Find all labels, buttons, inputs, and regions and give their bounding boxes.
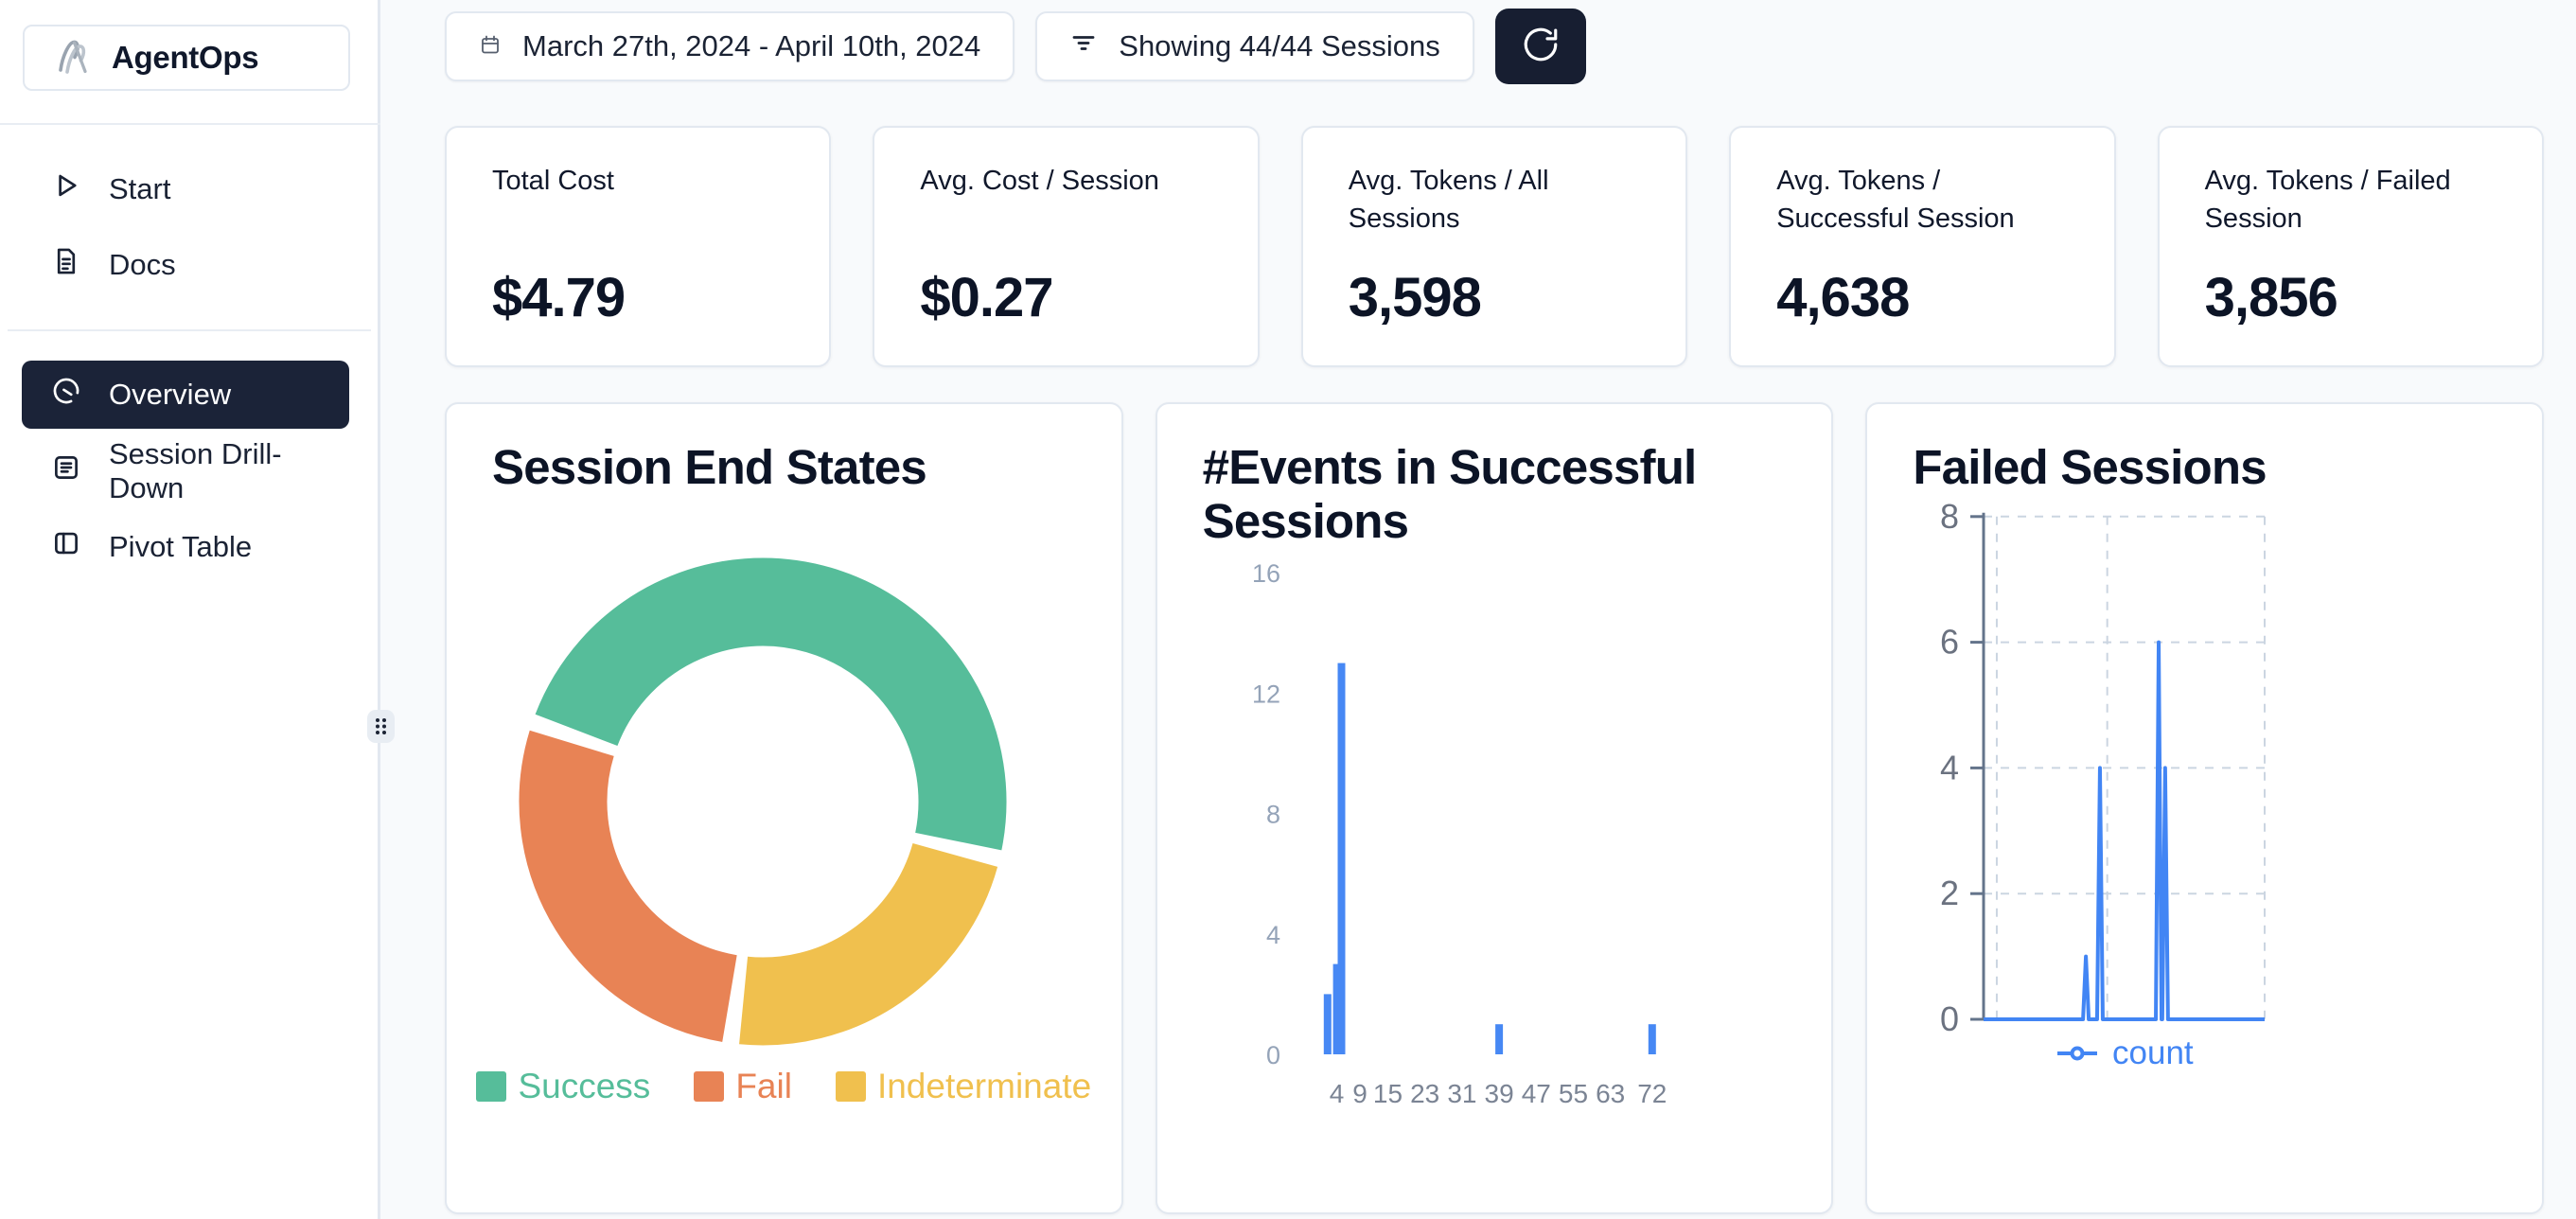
stat-card-total-cost: Total Cost $4.79 (445, 126, 831, 367)
legend-label: count (2112, 1034, 2194, 1072)
play-icon (50, 169, 82, 209)
logo[interactable]: AgentOps (23, 25, 350, 91)
sidebar-item-label: Pivot Table (109, 530, 252, 564)
y-tick-label: 6 (1940, 623, 1959, 662)
sidebar-divider-1 (0, 123, 380, 125)
sidebar-item-session-drilldown[interactable]: Session Drill-Down (22, 437, 349, 505)
y-tick-label: 0 (1266, 1041, 1280, 1069)
histogram-bar[interactable] (1495, 1024, 1503, 1054)
calendar-icon (479, 29, 502, 63)
y-tick-label: 4 (1940, 748, 1959, 786)
x-tick-label: 23 (1410, 1079, 1439, 1108)
x-tick-label: 63 (1596, 1079, 1625, 1108)
donut-legend: Success Fail Indeterminate (447, 1067, 1121, 1106)
stat-card-avg-cost: Avg. Cost / Session $0.27 (873, 126, 1259, 367)
donut-slice-success[interactable] (576, 602, 962, 841)
sidebar-item-label: Session Drill-Down (109, 437, 349, 505)
x-tick-label: 31 (1447, 1079, 1476, 1108)
session-drilldown-icon (50, 451, 82, 491)
legend-item-indeterminate[interactable]: Indeterminate (836, 1067, 1091, 1106)
y-tick-label: 2 (1940, 874, 1959, 912)
legend-swatch-icon (836, 1071, 866, 1102)
sidebar-item-start[interactable]: Start (22, 155, 349, 223)
sidebar-item-label: Overview (109, 378, 231, 412)
histogram-bar[interactable] (1648, 1024, 1655, 1054)
legend-label: Fail (735, 1067, 792, 1106)
x-tick-label: 47 (1521, 1079, 1550, 1108)
count-series-line[interactable] (1984, 643, 2265, 1019)
stat-value: 4,638 (1776, 266, 2075, 329)
line-chart-legend-count[interactable]: count (1984, 1034, 2265, 1072)
donut-slice-indeterminate[interactable] (744, 855, 956, 1001)
sidebar-resize-handle[interactable] (367, 710, 395, 743)
stat-card-avg-tokens-success: Avg. Tokens / Successful Session 4,638 (1729, 126, 2115, 367)
sidebar-item-docs[interactable]: Docs (22, 231, 349, 299)
chart-cards-row: Session End States SuccessFailIndetermin… (445, 402, 2544, 1214)
app-title: AgentOps (112, 40, 258, 76)
stat-label: Avg. Cost / Session (920, 162, 1219, 200)
sidebar-divider-2 (8, 329, 371, 331)
legend-item-success[interactable]: Success (476, 1067, 650, 1106)
x-tick-label: 9 (1352, 1079, 1367, 1108)
stat-label: Avg. Tokens / Failed Session (2205, 162, 2504, 238)
grip-dots-icon (373, 716, 389, 737)
stat-value: $4.79 (492, 266, 791, 329)
sidebar-item-overview[interactable]: Overview (22, 361, 349, 429)
histogram-bar[interactable] (1337, 663, 1345, 1054)
stat-label: Total Cost (492, 162, 791, 200)
y-tick-label: 16 (1252, 559, 1280, 588)
pivot-table-icon (50, 527, 82, 567)
line-series-marker-icon (2056, 1043, 2099, 1064)
events-histogram-card: #Events in Successful Sessions 048121649… (1156, 402, 1834, 1214)
stat-value: 3,856 (2205, 266, 2504, 329)
sidebar-item-label: Start (109, 172, 170, 206)
topbar: March 27th, 2024 - April 10th, 2024 Show… (445, 9, 1586, 84)
stat-value: $0.27 (920, 266, 1219, 329)
histogram-bar[interactable] (1323, 994, 1331, 1054)
sessions-filter-label: Showing 44/44 Sessions (1119, 29, 1440, 63)
legend-item-fail[interactable]: Fail (694, 1067, 792, 1106)
x-tick-label: 72 (1637, 1079, 1667, 1108)
x-tick-label: 4 (1329, 1079, 1344, 1108)
x-tick-label: 15 (1373, 1079, 1403, 1108)
failed-sessions-chart: 0 2 4 6 8 (1867, 404, 2544, 1214)
legend-label: Indeterminate (877, 1067, 1091, 1106)
refresh-button[interactable] (1495, 9, 1586, 84)
sidebar-item-pivot-table[interactable]: Pivot Table (22, 513, 349, 581)
failed-sessions-card: Failed Sessions 02468 count (1865, 402, 2544, 1214)
donut-slice-fail[interactable] (563, 743, 730, 998)
gauge-icon (50, 375, 82, 415)
stat-card-avg-tokens-failed: Avg. Tokens / Failed Session 3,856 (2158, 126, 2544, 367)
filter-icon (1069, 28, 1098, 64)
main-content: March 27th, 2024 - April 10th, 2024 Show… (445, 0, 2544, 1219)
session-end-states-card: Session End States SuccessFailIndetermin… (445, 402, 1123, 1214)
y-tick-label: 12 (1252, 680, 1280, 708)
stat-label: Avg. Tokens / All Sessions (1349, 162, 1648, 238)
stat-cards-row: Total Cost $4.79 Avg. Cost / Session $0.… (445, 126, 2544, 367)
y-tick-label: 4 (1266, 921, 1280, 949)
date-range-button[interactable]: March 27th, 2024 - April 10th, 2024 (445, 11, 1015, 81)
legend-label: Success (518, 1067, 650, 1106)
refresh-icon (1521, 25, 1561, 69)
document-icon (50, 245, 82, 285)
legend-swatch-icon (476, 1071, 506, 1102)
y-tick-label: 8 (1266, 801, 1280, 829)
stat-card-avg-tokens-all: Avg. Tokens / All Sessions 3,598 (1301, 126, 1687, 367)
y-tick-label: 0 (1940, 999, 1959, 1038)
events-histogram-chart: 0481216491523313947556372 (1157, 404, 1834, 1214)
stat-label: Avg. Tokens / Successful Session (1776, 162, 2075, 238)
legend-swatch-icon (694, 1071, 724, 1102)
x-tick-label: 55 (1559, 1079, 1588, 1108)
sidebar: AgentOps Start Docs Overview (0, 0, 380, 1219)
stat-value: 3,598 (1349, 266, 1648, 329)
y-tick-label: 8 (1940, 497, 1959, 536)
x-tick-label: 39 (1484, 1079, 1513, 1108)
sessions-filter-button[interactable]: Showing 44/44 Sessions (1035, 11, 1474, 81)
agentops-paperclip-icon (53, 35, 97, 81)
sidebar-item-label: Docs (109, 248, 176, 282)
date-range-label: March 27th, 2024 - April 10th, 2024 (522, 29, 980, 63)
